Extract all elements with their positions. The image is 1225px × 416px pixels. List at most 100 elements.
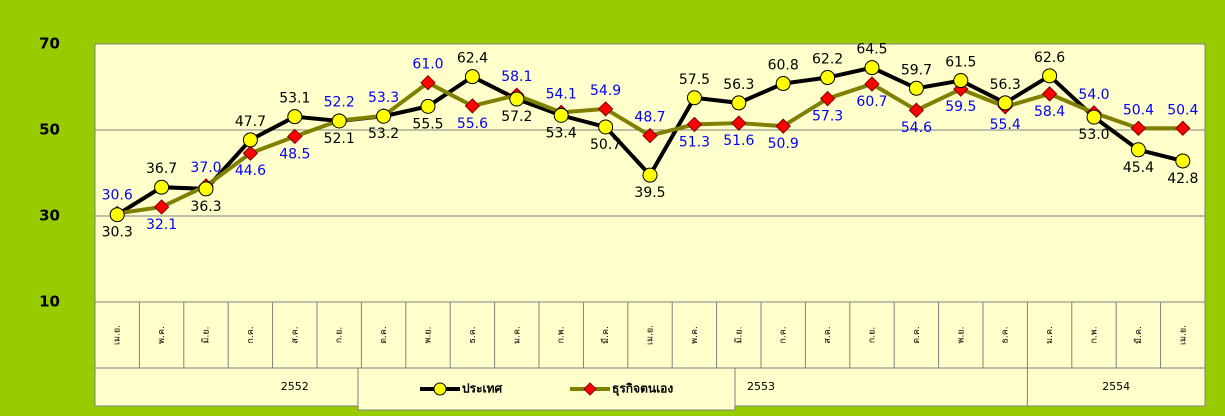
legend-label: ธุรกิจตนเอง [612,382,673,397]
data-label: 62.6 [1034,50,1065,66]
data-label: 54.9 [590,83,621,99]
marker [642,127,658,144]
x-tick-label: ส.ค. [823,326,833,343]
marker [1130,142,1146,158]
data-label: 50.9 [768,136,799,152]
marker [642,167,658,183]
marker [1086,109,1102,125]
x-tick-label: ต.ค. [912,326,922,344]
data-label: 54.0 [1078,87,1109,103]
marker [464,98,481,114]
data-label: 30.6 [102,187,133,203]
data-label: 36.7 [146,161,177,177]
data-label: 58.4 [1034,104,1065,120]
marker [1130,120,1147,136]
legend-label: ประเทศ [462,382,503,396]
data-label: 32.1 [146,217,177,233]
year-label: 2553 [747,380,775,393]
x-tick-label: ก.ย. [335,327,345,343]
x-tick-label: เม.ย. [1178,325,1188,345]
data-label: 53.1 [279,91,310,107]
marker [1041,86,1058,102]
x-tick-label: พ.ย. [956,327,966,344]
marker [864,60,880,76]
marker [1042,68,1058,84]
y-tick-label: 10 [39,293,60,311]
marker [598,119,614,135]
marker [154,179,170,195]
data-label: 47.7 [235,114,266,130]
data-label: 50.4 [1167,102,1198,118]
x-tick-label: มิ.ย. [733,327,744,344]
data-label: 48.7 [634,110,665,126]
data-label: 53.4 [546,125,577,141]
x-tick-label: ก.ย. [868,327,878,343]
data-label: 57.2 [501,109,532,125]
data-label: 60.7 [856,94,887,110]
x-tick-label: ธ.ค. [1001,326,1011,343]
marker [731,115,747,131]
x-tick-label: ธ.ค. [468,326,478,343]
data-label: 57.3 [812,109,843,125]
data-label: 53.0 [1078,127,1109,143]
data-label: 51.3 [679,134,710,150]
x-tick-label: เม.ย. [646,325,656,345]
x-tick-label: ก.ค. [246,326,256,343]
year-label: 2554 [1102,380,1130,393]
data-label: 54.6 [901,120,932,136]
marker [908,102,925,118]
marker [775,76,791,92]
marker [109,207,125,223]
x-tick-label: มิ.ย. [201,327,212,344]
marker [464,69,480,85]
marker [242,145,259,161]
x-tick-label: ก.ค. [779,326,789,343]
data-label: 37.0 [190,160,221,176]
marker [553,107,569,123]
data-label: 56.3 [990,77,1021,93]
x-tick-label: มี.ค. [600,326,611,344]
data-label: 45.4 [1123,160,1154,176]
marker [953,73,969,89]
data-label: 54.1 [546,86,577,102]
marker [1175,120,1191,136]
marker [597,101,614,117]
x-tick-label: ก.พ. [557,326,567,343]
marker [864,76,880,92]
marker [731,95,747,111]
data-label: 55.5 [412,116,443,132]
marker [242,132,258,148]
year-label: 2552 [281,380,309,393]
data-label: 52.1 [324,131,355,147]
legend-marker [433,382,447,396]
legend-marker [583,382,597,396]
marker [287,128,303,145]
x-tick-label: ต.ค. [379,326,389,344]
marker [819,90,836,107]
x-tick-label: มี.ค. [1133,326,1144,344]
data-label: 64.5 [856,42,887,58]
marker [686,90,702,106]
x-tick-label: ส.ค. [290,326,300,343]
data-label: 53.3 [368,90,399,106]
data-label: 50.7 [590,137,621,153]
data-label: 39.5 [634,185,665,201]
data-label: 61.5 [945,55,976,71]
data-label: 55.6 [457,116,488,132]
marker [153,199,170,215]
marker [997,95,1013,111]
marker [509,91,525,107]
marker [287,109,303,125]
marker [1175,153,1191,169]
marker [775,118,791,134]
x-tick-label: เม.ย. [113,325,123,345]
marker [420,98,436,114]
data-label: 55.4 [990,117,1021,133]
marker [376,108,392,124]
data-label: 62.4 [457,51,488,67]
data-label: 58.1 [501,69,532,85]
data-label: 30.3 [102,225,133,241]
data-label: 61.0 [412,57,443,73]
legend: ประเทศ ธุรกิจตนเอง [357,367,736,411]
